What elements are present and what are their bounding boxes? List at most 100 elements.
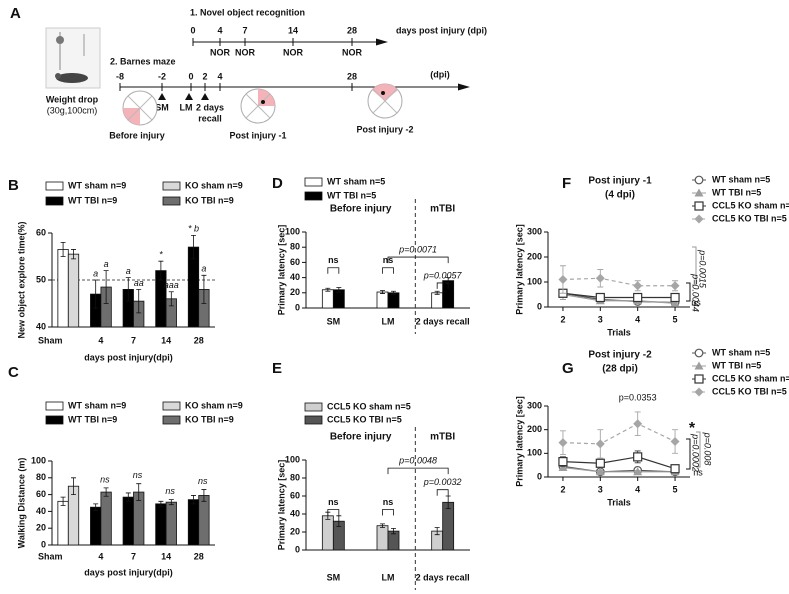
series-line [562, 423, 676, 445]
x-tick-label: 14 [161, 335, 171, 345]
x-tick-label: 14 [161, 551, 171, 561]
error-bar [60, 242, 66, 257]
timeline-tick: 7 [242, 25, 247, 35]
annotation: a [201, 264, 206, 274]
bar [90, 506, 102, 546]
annotation: p=0.008 [703, 432, 713, 466]
timeline-tick: 2 [202, 71, 207, 81]
y-axis-label: New object explore time(%) [16, 221, 26, 338]
x-tick-label: Sham [38, 551, 63, 561]
legend-swatch [162, 196, 181, 206]
annotation: p=0.0071 [398, 244, 437, 254]
y-tick-label: 200 [527, 424, 542, 434]
annotation: ns [133, 470, 143, 480]
legend-label: CCL5 KO sham n=5 [712, 373, 789, 383]
y-tick-label: 0 [537, 301, 542, 311]
x-tick-label: 2 days recall [416, 316, 470, 326]
bar [165, 501, 177, 546]
error-bar [380, 523, 385, 528]
y-tick-label: 80 [290, 242, 300, 252]
legend-swatch [304, 415, 323, 425]
legend-swatch [304, 402, 323, 412]
error-bar [60, 496, 66, 506]
annotation: ns [328, 497, 339, 507]
legend-label: KO TBI n=9 [185, 414, 234, 424]
section-label: Before injury [330, 204, 392, 215]
session-label: Post injury -2 [356, 124, 413, 134]
x-axis-label: Trials [607, 497, 631, 507]
annotation: p=0.0048 [398, 455, 437, 465]
annotation: aa [134, 278, 144, 288]
x-tick-label: 5 [673, 314, 678, 324]
bar [100, 491, 112, 546]
bar [57, 500, 69, 546]
bar [332, 289, 345, 309]
point [595, 292, 605, 303]
significance-bracket [696, 431, 701, 468]
timeline-unit: days post injury (dpi) [396, 25, 487, 35]
point [595, 273, 605, 283]
timeline-event: NOR [342, 47, 363, 57]
timeline-tick: 4 [217, 25, 222, 35]
y-tick-label: 100 [31, 455, 46, 465]
annotation: ns [165, 486, 175, 496]
legend-swatch [45, 401, 64, 411]
y-tick-label: 80 [290, 472, 300, 482]
timeline-event: recall [198, 113, 222, 123]
legend-swatch [162, 415, 181, 425]
timeline-tick: 28 [347, 71, 357, 81]
y-tick-label: 300 [527, 400, 542, 410]
bar [122, 496, 134, 546]
significance-bracket [382, 509, 394, 516]
y-tick-label: 60 [290, 490, 300, 500]
x-tick-label: 4 [635, 314, 640, 324]
legend-marker [694, 387, 704, 397]
y-tick-label: 200 [527, 251, 542, 261]
error-bar [125, 492, 131, 502]
series-line [562, 292, 676, 299]
error-bar [103, 487, 109, 497]
y-tick-label: 80 [36, 472, 46, 482]
error-bar [190, 234, 196, 260]
timeline-title: 1. Novel object recognition [190, 7, 305, 17]
annotation: ns [691, 297, 701, 307]
legend-swatch [45, 415, 64, 425]
error-bar [136, 289, 142, 314]
x-tick-label: 7 [131, 551, 136, 561]
weight-drop-illustration [45, 27, 101, 89]
legend-swatch [162, 181, 181, 191]
point [595, 458, 605, 468]
error-bar [93, 279, 99, 309]
x-tick-label: 5 [673, 484, 678, 494]
y-tick-label: 40 [36, 506, 46, 516]
error-bar [125, 277, 131, 302]
timeline-event: 2 days [196, 102, 224, 112]
annotation: a [104, 259, 109, 269]
y-tick-label: 0 [295, 302, 300, 312]
x-axis-label: days post injury(dpi) [84, 352, 173, 362]
legend-label: CCL5 KO sham n=5 [712, 200, 789, 210]
y-tick-label: 50 [36, 274, 46, 284]
point [670, 437, 680, 446]
x-tick-label: 2 [560, 484, 565, 494]
point [558, 463, 568, 472]
session-label: Before injury [109, 130, 165, 140]
y-tick-label: 300 [527, 226, 542, 236]
legend-label: KO sham n=9 [185, 400, 243, 410]
section-label: mTBI [430, 204, 455, 215]
barnes-axis [119, 83, 470, 100]
legend-marker [694, 175, 704, 185]
error-bar [201, 274, 207, 304]
panel-letter: B [8, 177, 19, 194]
error-bar [168, 291, 174, 307]
bar [187, 499, 200, 546]
legend-label: WT TBI n=5 [712, 187, 761, 197]
series-line [562, 466, 676, 473]
y-axis-label: Primary latency [sec] [276, 225, 286, 316]
section-label: mTBI [430, 432, 455, 443]
nor-axis [192, 38, 388, 46]
bar [67, 485, 80, 546]
annotation: ns [328, 255, 339, 265]
timeline-event: NOR [210, 47, 231, 57]
